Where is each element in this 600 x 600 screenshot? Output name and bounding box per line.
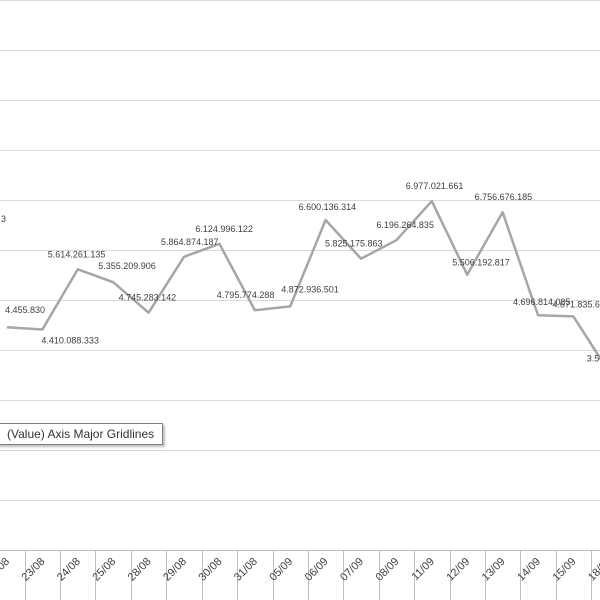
x-tick-label: 08/09 (374, 556, 402, 584)
series-layer (6, 199, 600, 372)
x-tick-label: 30/08 (197, 556, 225, 584)
x-tick-label: 15/09 (551, 556, 579, 584)
data-label: 4.410.088.333 (41, 336, 99, 346)
x-tick-label: 05/09 (267, 556, 295, 584)
data-label: 6.600.136.314 (299, 202, 357, 212)
x-tick-label: 12/09 (444, 556, 472, 584)
x-tick-label: 13/09 (480, 556, 508, 584)
x-tick-label: 29/08 (161, 556, 189, 584)
data-label: 5.355.209.906 (98, 261, 156, 271)
gridlines (0, 0, 600, 551)
x-axis-ticks: 22/08 23/08 24/08 25/08 28/08 29/08 30/08 31/08… (0, 556, 600, 584)
data-label: 4.795.774.288 (217, 290, 275, 300)
data-label: 6.756.676.185 (475, 192, 533, 202)
data-label: 5.614.261.135 (48, 249, 106, 259)
data-label: 6.977.021.661 (406, 181, 464, 191)
x-tick-label: 11/09 (410, 556, 437, 583)
data-label: 4.455.830 (5, 305, 45, 315)
x-tick-label: 31/08 (232, 556, 260, 584)
data-label: 6.124.996.122 (195, 224, 253, 234)
x-tick-label: 07/09 (338, 556, 366, 584)
data-label: 4.671.835.667 (552, 299, 600, 309)
x-tick-label: 23/08 (20, 556, 48, 584)
data-label: 5.825.175.863 (325, 239, 383, 249)
data-label: 4.696.814.085 (513, 297, 571, 307)
x-tick-label: 18/09 (586, 556, 600, 584)
data-label: 3.569 (587, 354, 600, 364)
x-tick-label: 25/08 (90, 556, 118, 584)
x-tick-label: 22/08 (0, 556, 12, 584)
x-axis (0, 550, 600, 600)
data-label: 5.864.874.187 (161, 237, 219, 247)
x-tick-label: 06/09 (303, 556, 331, 584)
data-label: 6.196.264.835 (376, 220, 434, 230)
series-line[interactable] (6, 199, 600, 372)
data-label: 3 (1, 214, 6, 224)
data-label: 4.872.936.501 (281, 284, 339, 294)
data-labels: 4.455.830 4.410.088.333 5.614.261.135 5.355… (1, 181, 600, 364)
x-tick-label: 28/08 (126, 556, 154, 584)
x-tick-label: 14/09 (515, 556, 543, 584)
data-label: 4.745.283.142 (119, 293, 177, 303)
x-tick-label: 24/08 (55, 556, 83, 584)
gridlines-tooltip: (Value) Axis Major Gridlines (0, 423, 164, 445)
data-label: 5.506.192.817 (452, 258, 510, 268)
